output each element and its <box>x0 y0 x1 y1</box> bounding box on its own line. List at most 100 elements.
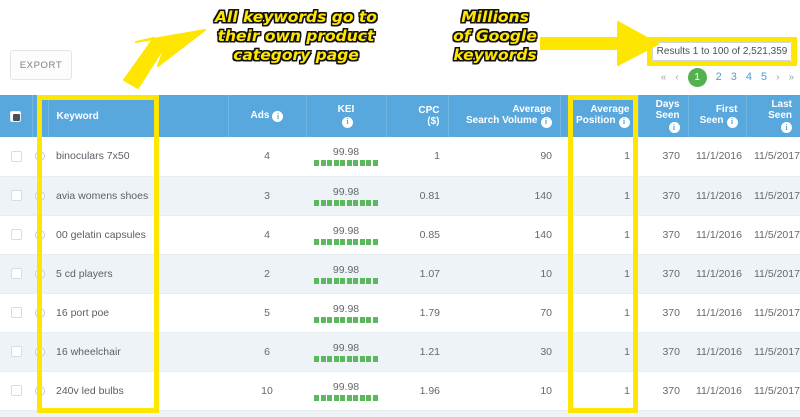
row-select-cell[interactable] <box>0 371 32 411</box>
kei-segment <box>346 355 352 362</box>
table-row[interactable]: binoculars 7x50 4 99.98 1 90 1 370 11/1/2016 11/… <box>0 137 800 177</box>
row-checkbox[interactable] <box>10 385 22 396</box>
pagination-page-1[interactable]: 1 <box>687 67 707 87</box>
header-ads[interactable]: Ads i <box>228 95 307 137</box>
table-row[interactable]: 00 gelatin capsules 4 99.98 0.85 140 1 370 11/1… <box>0 215 800 255</box>
kei-segment <box>366 316 372 323</box>
row-marker-cell <box>32 137 48 177</box>
cell-keyword[interactable]: 00 gelatin capsules <box>48 215 228 255</box>
table-row[interactable]: amazon gas grills399.981.03390137011/1/2… <box>0 410 800 417</box>
kei-bar <box>312 160 380 167</box>
cell-cpc: 1.96 <box>386 371 448 411</box>
header-select-all[interactable] <box>0 95 33 137</box>
pagination-prev[interactable]: ‹ <box>675 71 679 83</box>
table-row[interactable]: 16 wheelchair 6 99.98 1.21 30 1 370 11/1/2016 11… <box>0 332 800 372</box>
row-checkbox[interactable] <box>10 190 22 201</box>
header-days-line2: Seen <box>655 109 680 121</box>
pagination-first[interactable]: « <box>660 71 667 83</box>
kei-segment <box>359 355 365 362</box>
toolbar: EXPORT Results 1 to 100 of 2,521,359 « ‹… <box>0 0 800 95</box>
export-button[interactable]: EXPORT <box>10 50 72 80</box>
cell-average-position: 1 <box>560 410 638 417</box>
row-checkbox[interactable] <box>10 150 22 162</box>
cell-days-seen: 370 <box>638 293 688 333</box>
pagination-page-3[interactable]: 3 <box>730 71 737 83</box>
row-checkbox[interactable] <box>10 307 22 318</box>
kei-segment <box>359 238 365 245</box>
table-row[interactable]: 16 port poe 5 99.98 1.79 70 1 370 11/1/2016 11/5… <box>0 293 800 333</box>
row-select-cell[interactable] <box>0 332 32 372</box>
row-marker-cell <box>32 176 48 216</box>
info-icon[interactable]: i <box>781 122 792 134</box>
circle-icon <box>35 229 45 240</box>
pagination-next[interactable]: › <box>776 71 780 83</box>
table-row[interactable]: 240v led bulbs 10 99.98 1.96 10 1 370 11/1/2016… <box>0 371 800 411</box>
cell-keyword[interactable]: 16 wheelchair <box>48 332 228 372</box>
kei-segment <box>366 160 372 167</box>
cell-keyword[interactable]: binoculars 7x50 <box>48 137 228 177</box>
pagination-last[interactable]: » <box>788 71 794 83</box>
row-select-cell[interactable] <box>0 293 32 333</box>
cell-cpc: 1.79 <box>386 293 448 333</box>
header-days-seen[interactable]: Days Seeni <box>638 95 689 137</box>
annotation-text-google: Millions of Google keywords <box>453 8 537 64</box>
row-checkbox[interactable] <box>10 346 22 357</box>
table-row[interactable]: 5 cd players 2 99.98 1.07 10 1 370 11/1/2016 11/… <box>0 254 800 294</box>
info-icon[interactable]: i <box>618 116 630 128</box>
info-icon[interactable]: i <box>540 116 552 128</box>
cell-keyword[interactable]: avia womens shoes <box>48 176 228 216</box>
header-days-line1: Days <box>655 98 680 110</box>
header-average-search-volume[interactable]: Average Search Volume i <box>448 95 561 137</box>
cell-kei: 99.98 <box>306 254 386 294</box>
pagination-page-2[interactable]: 2 <box>715 71 722 83</box>
kei-segment <box>333 160 339 167</box>
kei-value: 99.98 <box>332 263 360 276</box>
kei-segment <box>346 160 352 167</box>
cell-cpc: 1.03 <box>386 410 448 417</box>
row-select-cell[interactable] <box>0 254 32 294</box>
header-first-seen[interactable]: First Seen i <box>688 95 747 137</box>
header-kei[interactable]: KEI i <box>306 95 387 137</box>
cell-keyword[interactable]: 5 cd players <box>48 254 228 294</box>
header-asv-line2: Search Volume <box>465 115 538 127</box>
table-row[interactable]: avia womens shoes 3 99.98 0.81 140 1 370 11/1/2… <box>0 176 800 216</box>
cell-ads: 5 <box>228 293 306 333</box>
select-all-checkbox[interactable] <box>10 110 22 122</box>
cell-kei: 99.98 <box>306 410 386 417</box>
info-icon[interactable]: i <box>342 116 353 128</box>
cell-days-seen: 370 <box>638 410 688 417</box>
header-keyword[interactable]: Keyword <box>48 95 229 137</box>
cell-first-seen: 11/1/2016 <box>688 410 746 417</box>
kei-segment <box>346 316 352 323</box>
row-select-cell[interactable] <box>0 410 32 417</box>
header-ap-line2: Position <box>576 115 616 127</box>
info-icon[interactable]: i <box>726 116 738 128</box>
header-average-position[interactable]: Average Position i <box>560 95 639 137</box>
cell-keyword[interactable]: 16 port poe <box>48 293 228 333</box>
kei-segment <box>320 277 326 284</box>
kei-segment <box>320 160 326 167</box>
row-checkbox[interactable] <box>10 229 22 240</box>
cell-cpc: 1.21 <box>386 332 448 372</box>
pagination[interactable]: « ‹ 1 2 3 4 5 › » <box>592 66 794 88</box>
header-cpc[interactable]: CPC ($) <box>386 95 449 137</box>
info-icon[interactable]: i <box>272 111 284 123</box>
pagination-page-4[interactable]: 4 <box>745 71 752 83</box>
cell-average-search-volume: 90 <box>448 137 560 177</box>
row-checkbox[interactable] <box>10 268 22 279</box>
cell-average-search-volume: 70 <box>448 293 560 333</box>
kei-bar <box>312 238 380 245</box>
info-icon[interactable]: i <box>668 122 680 134</box>
kei-segment <box>340 277 346 284</box>
row-select-cell[interactable] <box>0 215 32 255</box>
row-select-cell[interactable] <box>0 176 32 216</box>
kei-bar <box>312 355 380 362</box>
cell-keyword[interactable]: 240v led bulbs <box>48 371 228 411</box>
cell-keyword[interactable]: amazon gas grills <box>48 410 228 417</box>
header-last-seen[interactable]: Last Seeni <box>746 95 800 137</box>
row-marker-cell <box>32 371 48 411</box>
pagination-page-5[interactable]: 5 <box>760 71 768 83</box>
header-last-line1: Last <box>771 98 792 110</box>
row-select-cell[interactable] <box>0 137 32 177</box>
header-keyword-label: Keyword <box>56 110 99 122</box>
